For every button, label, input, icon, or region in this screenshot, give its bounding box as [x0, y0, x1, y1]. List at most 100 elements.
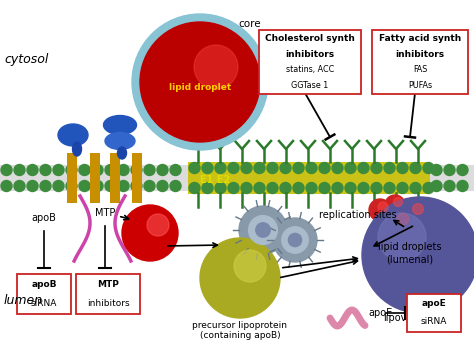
Circle shape	[397, 182, 408, 193]
Circle shape	[79, 180, 90, 192]
Circle shape	[332, 182, 343, 193]
Circle shape	[423, 163, 434, 174]
Text: inhibitors: inhibitors	[395, 50, 445, 59]
Text: replication sites: replication sites	[319, 210, 397, 220]
Circle shape	[378, 213, 426, 261]
Circle shape	[254, 163, 265, 174]
Circle shape	[457, 180, 468, 192]
Circle shape	[202, 163, 213, 174]
Circle shape	[228, 182, 239, 193]
Circle shape	[79, 164, 90, 176]
Circle shape	[105, 180, 116, 192]
Circle shape	[385, 195, 405, 215]
Circle shape	[410, 163, 421, 174]
Circle shape	[267, 182, 278, 193]
Circle shape	[444, 164, 455, 176]
Circle shape	[241, 182, 252, 193]
Circle shape	[393, 197, 402, 207]
Text: core: core	[238, 19, 261, 29]
Circle shape	[403, 200, 427, 224]
Circle shape	[412, 204, 423, 214]
Circle shape	[241, 163, 252, 174]
Text: (lumenal): (lumenal)	[386, 254, 434, 264]
Circle shape	[239, 206, 287, 254]
Circle shape	[280, 163, 291, 174]
Text: MTP: MTP	[97, 280, 119, 289]
Circle shape	[170, 164, 181, 176]
Circle shape	[215, 182, 226, 193]
Bar	[0, 165, 474, 191]
Circle shape	[228, 163, 239, 174]
Text: apoE: apoE	[368, 308, 392, 318]
Circle shape	[358, 182, 369, 193]
Circle shape	[345, 163, 356, 174]
Circle shape	[457, 164, 468, 176]
Ellipse shape	[103, 116, 137, 134]
Bar	[67, 153, 77, 203]
Circle shape	[378, 202, 388, 212]
Circle shape	[234, 250, 266, 282]
Circle shape	[293, 182, 304, 193]
Circle shape	[387, 209, 413, 235]
FancyBboxPatch shape	[372, 30, 468, 94]
Circle shape	[282, 227, 308, 253]
Circle shape	[131, 164, 142, 176]
Ellipse shape	[105, 133, 135, 149]
Circle shape	[431, 164, 442, 176]
Circle shape	[280, 182, 291, 193]
Circle shape	[384, 163, 395, 174]
FancyBboxPatch shape	[259, 30, 361, 94]
Circle shape	[267, 163, 278, 174]
Circle shape	[132, 14, 268, 150]
Circle shape	[215, 163, 226, 174]
Circle shape	[248, 216, 277, 244]
Circle shape	[1, 180, 12, 192]
Text: PUFAs: PUFAs	[408, 81, 432, 90]
Text: apoB: apoB	[31, 280, 57, 289]
Circle shape	[14, 164, 25, 176]
Bar	[188, 162, 430, 194]
Circle shape	[202, 182, 213, 193]
Circle shape	[118, 180, 129, 192]
Circle shape	[66, 164, 77, 176]
Circle shape	[288, 233, 301, 247]
Circle shape	[273, 218, 317, 262]
Circle shape	[147, 214, 169, 236]
Circle shape	[189, 163, 200, 174]
Circle shape	[170, 180, 181, 192]
Text: statins, ACC: statins, ACC	[286, 65, 334, 74]
Circle shape	[319, 163, 330, 174]
Text: GGTase 1: GGTase 1	[292, 81, 328, 90]
Circle shape	[306, 182, 317, 193]
Circle shape	[53, 164, 64, 176]
Circle shape	[122, 205, 178, 261]
Circle shape	[1, 164, 12, 176]
Circle shape	[144, 164, 155, 176]
Bar	[110, 153, 120, 203]
Circle shape	[66, 180, 77, 192]
Circle shape	[92, 180, 103, 192]
Ellipse shape	[73, 142, 82, 156]
Circle shape	[397, 213, 409, 225]
Circle shape	[144, 180, 155, 192]
Text: apoE: apoE	[422, 299, 447, 309]
Circle shape	[53, 180, 64, 192]
Circle shape	[92, 164, 103, 176]
Circle shape	[27, 180, 38, 192]
Text: siRNA: siRNA	[421, 317, 447, 326]
Circle shape	[369, 199, 391, 221]
Circle shape	[40, 164, 51, 176]
Ellipse shape	[58, 124, 88, 146]
Circle shape	[105, 164, 116, 176]
Text: precursor lipoprotein: precursor lipoprotein	[192, 321, 288, 329]
Circle shape	[431, 180, 442, 192]
Text: FAS: FAS	[413, 65, 427, 74]
FancyBboxPatch shape	[17, 274, 71, 314]
Circle shape	[118, 164, 129, 176]
Circle shape	[200, 238, 280, 318]
Text: inhibitors: inhibitors	[285, 50, 335, 59]
Ellipse shape	[118, 147, 127, 159]
Circle shape	[254, 182, 265, 193]
Circle shape	[293, 163, 304, 174]
Text: lipid droplet: lipid droplet	[169, 83, 231, 91]
